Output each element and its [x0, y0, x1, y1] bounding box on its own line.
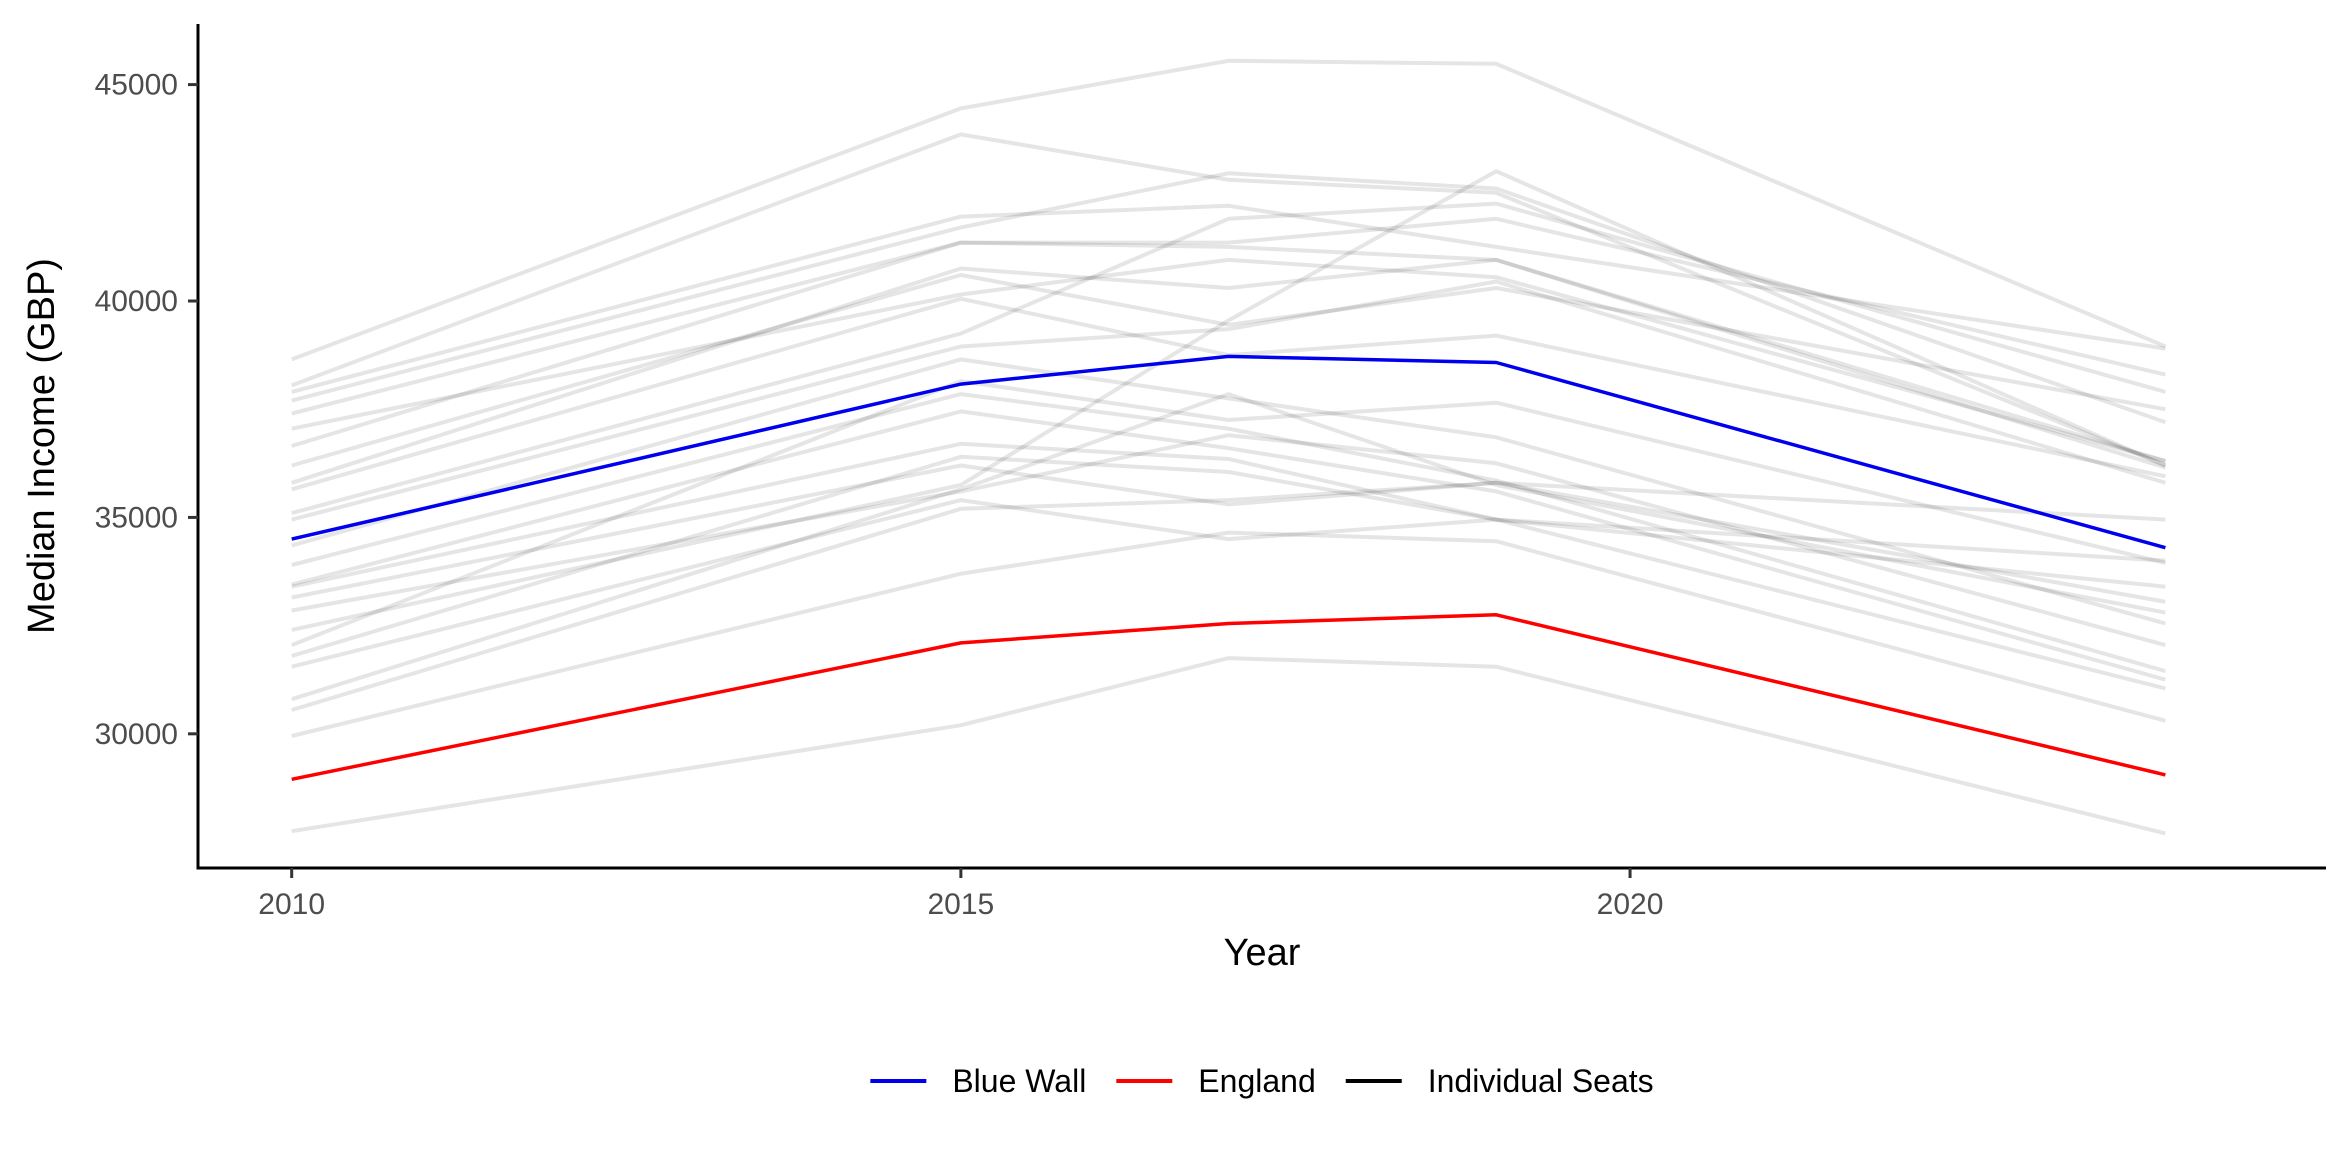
individual-seat-line — [290, 58, 2167, 362]
x-tick-label: 2010 — [258, 888, 325, 921]
individual-seat-line — [291, 441, 2166, 691]
individual-seat-line — [291, 454, 2166, 658]
legend: Blue Wall England Individual Seats — [870, 1063, 1654, 1099]
individual-seat-line — [291, 480, 2166, 712]
individual-seat-line — [291, 203, 2166, 394]
individual-seat-line — [291, 392, 2166, 674]
individual-seat-line — [291, 171, 2167, 425]
individual-seat-line — [291, 409, 2166, 682]
y-axis-title: Median Income (GBP) — [21, 258, 63, 634]
legend-label-individual-seats: Individual Seats — [1428, 1063, 1654, 1099]
series-line-england — [291, 613, 2166, 782]
individual-seat-line — [291, 498, 2166, 669]
individual-seat-line — [291, 392, 2166, 702]
individual-seat-line — [291, 240, 2166, 464]
y-tick-label: 40000 — [95, 285, 178, 318]
y-axis-ticks: 30000 35000 40000 45000 — [95, 69, 198, 751]
y-tick-label: 35000 — [95, 501, 178, 534]
individual-seat-line — [291, 201, 2166, 516]
individual-seat-line — [290, 379, 2166, 647]
individual-seat-line — [291, 357, 2166, 626]
individual-seat-lines — [290, 58, 2167, 836]
legend-label-england: England — [1198, 1063, 1315, 1099]
x-axis-ticks: 2010 2015 2020 — [258, 868, 1663, 921]
individual-seat-line — [290, 132, 2167, 468]
individual-seat-line — [291, 433, 2166, 648]
legend-label-blue-wall: Blue Wall — [952, 1063, 1086, 1099]
individual-seat-line — [291, 257, 2166, 485]
individual-seat-line — [291, 530, 2166, 738]
individual-seat-line — [291, 216, 2166, 416]
x-axis-title: Year — [1224, 932, 1301, 974]
y-tick-label: 30000 — [95, 718, 178, 751]
series-line-blue-wall — [291, 354, 2166, 550]
y-tick-label: 45000 — [95, 69, 178, 102]
individual-seat-line — [291, 656, 2166, 836]
individual-seat-line — [291, 169, 2167, 632]
individual-seat-line — [291, 257, 2166, 464]
individual-seat-line — [291, 279, 2166, 522]
individual-seat-line — [291, 463, 2166, 600]
x-tick-label: 2020 — [1597, 888, 1664, 921]
x-tick-label: 2015 — [927, 888, 994, 921]
individual-seat-line — [291, 273, 2166, 468]
highlight-lines — [291, 354, 2166, 782]
